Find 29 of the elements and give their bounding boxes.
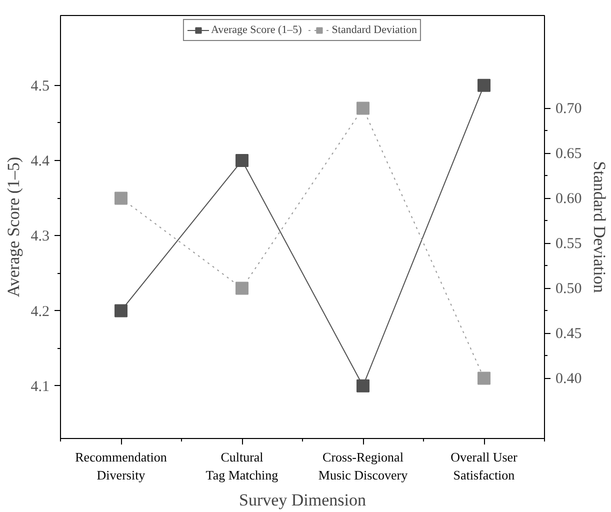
point (478, 372, 490, 385)
y-tick-label: 4.5 (30, 78, 50, 94)
x-axis-title: Survey Dimension (238, 490, 367, 510)
point (478, 78, 490, 92)
y2-tick-label: 0.60 (556, 191, 582, 208)
legend-label: Standard Deviation (332, 24, 418, 36)
y-tick-label: 4.2 (30, 304, 50, 320)
y-tick-label: 4.3 (30, 228, 50, 245)
y2-tick-label: 0.65 (556, 146, 582, 162)
point (114, 304, 128, 318)
point (236, 282, 248, 295)
x-tick-label: Recommendation Diversity (75, 450, 168, 482)
y2-axis-title: Standard Deviation (590, 161, 609, 294)
x-tick-label: Cross-Regional Music Discovery (318, 450, 408, 482)
y2-tick-label: 0.50 (556, 281, 582, 298)
point (356, 379, 370, 392)
point (236, 154, 248, 168)
legend-label: Average Score (1–5) (210, 24, 302, 36)
point (356, 102, 370, 115)
x-tick-label: Cultural Tag Matching (206, 450, 279, 482)
y2-tick-label: 0.70 (556, 101, 582, 118)
point (114, 192, 128, 205)
y2-tick-label: 0.45 (556, 326, 582, 342)
y2-tick-label: 0.40 (556, 371, 582, 388)
x-tick-label: Overall User Satisfaction (450, 450, 518, 482)
y-tick-label: 4.1 (30, 378, 50, 395)
y-tick-label: 4.4 (30, 154, 50, 170)
y-axis-title: Average Score (1–5) (4, 156, 23, 298)
y2-tick-label: 0.55 (556, 236, 582, 252)
